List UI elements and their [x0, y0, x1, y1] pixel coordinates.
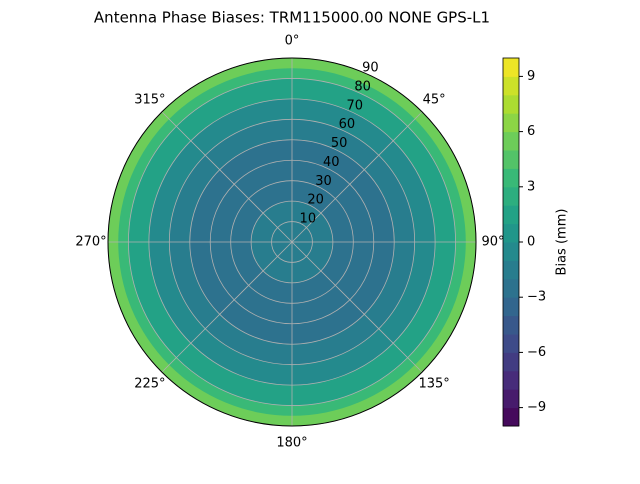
colorbar-tick-label: −3 [527, 290, 546, 305]
colorbar-tick-label: −9 [527, 400, 546, 415]
colorbar-tick-label: 9 [527, 69, 535, 84]
colorbar-band [503, 389, 519, 409]
colorbar-band [503, 334, 519, 353]
angle-tick-label: 270° [75, 235, 106, 250]
radial-tick-label: 40 [323, 155, 340, 170]
grid-spoke [291, 111, 423, 243]
colorbar-band [503, 76, 519, 96]
colorbar-band [503, 242, 519, 261]
colorbar-band [503, 260, 519, 280]
colorbar-band [503, 186, 519, 206]
colorbar-band [503, 278, 519, 298]
colorbar-tick-label: 6 [527, 124, 535, 139]
radial-tick-label: 20 [307, 193, 324, 208]
angle-tick-label: 180° [276, 436, 307, 451]
colorbar-tick-label: −6 [527, 345, 546, 360]
angle-tick-label: 45° [423, 92, 446, 107]
colorbar-band [503, 168, 519, 188]
angle-tick-label: 315° [134, 92, 165, 107]
colorbar-tick-label: 3 [527, 179, 535, 194]
colorbar-band [503, 58, 519, 77]
colorbar-band [503, 131, 519, 151]
colorbar-band [503, 223, 519, 243]
colorbar-label: Bias (mm) [555, 209, 570, 276]
colorbar-band [503, 407, 519, 427]
radial-tick-label: 50 [331, 136, 348, 151]
radial-tick-label: 60 [339, 117, 356, 132]
angle-tick-label: 0° [285, 34, 300, 49]
radial-tick-label: 80 [354, 79, 371, 94]
grid-spoke [291, 241, 423, 373]
grid-spoke [161, 111, 293, 243]
colorbar-tick-label: 0 [527, 235, 535, 250]
angle-tick-label: 225° [134, 377, 165, 392]
colorbar-band [503, 297, 519, 317]
grid-spoke [161, 241, 293, 373]
radial-tick-label: 70 [346, 98, 363, 113]
colorbar-band [503, 315, 519, 335]
colorbar-band [503, 150, 519, 169]
angle-tick-label: 135° [418, 377, 449, 392]
colorbar-band [503, 205, 519, 225]
polar-frame [107, 57, 477, 427]
radial-tick-label: 90 [362, 61, 379, 76]
colorbar-band [503, 113, 519, 133]
radial-tick-label: 30 [315, 174, 332, 189]
colorbar-band [503, 352, 519, 372]
angle-tick-label: 90° [481, 235, 504, 250]
colorbar-band [503, 370, 519, 390]
colorbar-band [503, 94, 519, 114]
radial-tick-label: 10 [300, 212, 317, 227]
chart-title: Antenna Phase Biases: TRM115000.00 NONE … [94, 9, 490, 27]
